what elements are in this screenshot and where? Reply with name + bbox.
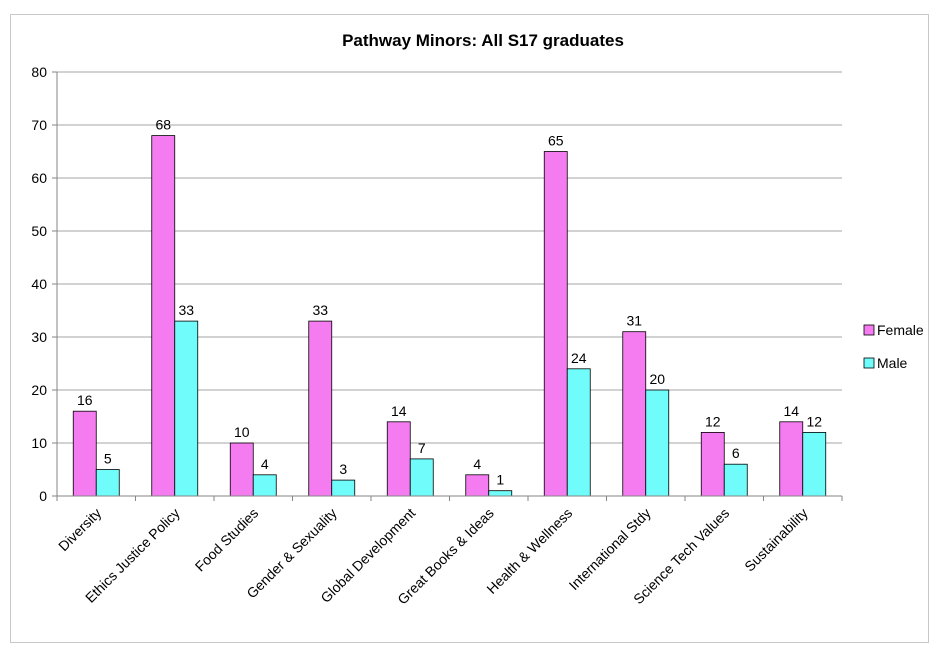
bar-female <box>151 135 176 497</box>
y-tick-label: 70 <box>31 117 47 133</box>
bar-male <box>645 389 670 497</box>
data-label-male: 6 <box>732 445 740 461</box>
data-label-female: 10 <box>234 424 250 440</box>
data-label-male: 33 <box>178 302 194 318</box>
bar-female <box>622 331 647 497</box>
bar-female <box>308 320 333 497</box>
legend-label-male: Male <box>877 355 908 371</box>
bar-male <box>802 431 827 497</box>
data-label-female: 31 <box>626 313 642 329</box>
bars <box>72 135 827 497</box>
data-label-female: 65 <box>548 133 564 149</box>
legend-label-female: Female <box>877 322 924 338</box>
y-tick-label: 80 <box>31 64 47 80</box>
bar-female <box>543 151 568 497</box>
legend-swatch-male <box>863 357 875 369</box>
data-label-male: 4 <box>261 456 269 472</box>
y-tick-label: 20 <box>31 382 47 398</box>
bar-female <box>229 442 254 497</box>
x-tick-label: Health & Wellness <box>483 505 575 597</box>
bar-female <box>700 431 725 497</box>
data-label-male: 20 <box>649 371 665 387</box>
data-label-female: 12 <box>705 413 721 429</box>
bar-female <box>386 421 411 497</box>
chart-title: Pathway Minors: All S17 graduates <box>342 31 624 50</box>
bar-male <box>566 368 591 497</box>
data-label-female: 14 <box>783 403 799 419</box>
data-label-female: 16 <box>77 392 93 408</box>
y-tick-label: 0 <box>39 488 47 504</box>
y-tick-label: 30 <box>31 329 47 345</box>
bar-male <box>409 458 434 497</box>
data-label-female: 68 <box>155 117 171 133</box>
x-tick-label: International Stdy <box>566 505 654 593</box>
x-tick-label: Sustainability <box>741 505 811 575</box>
bar-male <box>174 320 199 497</box>
bar-female <box>779 421 804 497</box>
data-label-female: 14 <box>391 403 407 419</box>
data-label-male: 24 <box>571 350 587 366</box>
data-label-female: 33 <box>312 302 328 318</box>
y-tick-label: 50 <box>31 223 47 239</box>
bar-male <box>488 490 513 497</box>
bar-male <box>723 463 748 497</box>
data-label-female: 4 <box>473 456 481 472</box>
legend: Female Male <box>863 322 924 371</box>
x-tick-label: Diversity <box>55 505 104 554</box>
y-tick-label: 40 <box>31 276 47 292</box>
data-label-male: 7 <box>418 440 426 456</box>
bar-female <box>72 410 97 497</box>
bar-male <box>331 479 356 497</box>
legend-swatch-female <box>863 324 875 336</box>
y-axis: 0 10 20 30 40 50 60 70 80 <box>31 64 58 504</box>
data-label-male: 5 <box>104 451 112 467</box>
bar-male <box>95 469 120 497</box>
data-label-male: 12 <box>806 413 822 429</box>
y-tick-label: 10 <box>31 435 47 451</box>
bar-female <box>465 474 490 497</box>
y-tick-label: 60 <box>31 170 47 186</box>
data-label-male: 3 <box>339 461 347 477</box>
bar-male <box>252 474 277 497</box>
data-label-male: 1 <box>496 472 504 488</box>
x-tick-label: Food Studies <box>192 505 262 575</box>
